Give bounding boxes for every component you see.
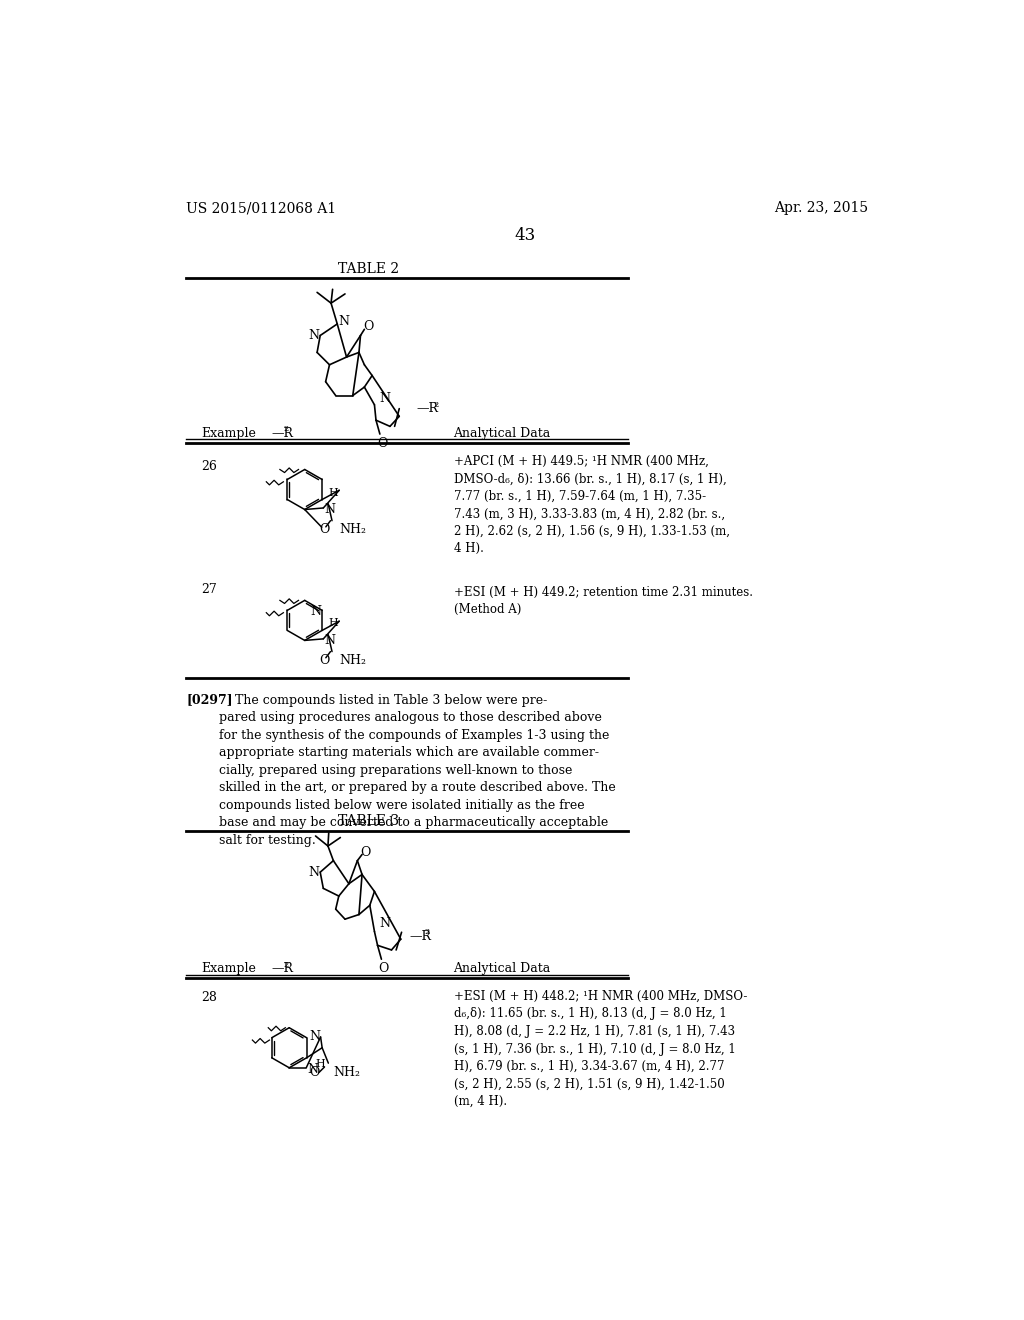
Text: O: O <box>319 524 330 536</box>
Text: O: O <box>377 437 387 450</box>
Text: +ESI (M + H) 448.2; ¹H NMR (400 MHz, DMSO-
d₆,δ): 11.65 (br. s., 1 H), 8.13 (d, : +ESI (M + H) 448.2; ¹H NMR (400 MHz, DMS… <box>454 990 746 1107</box>
Text: N: N <box>380 392 391 405</box>
Text: N: N <box>309 1031 321 1044</box>
Text: O: O <box>379 962 389 975</box>
Text: N: N <box>324 503 335 516</box>
Text: —R: —R <box>271 426 293 440</box>
Text: H: H <box>315 1059 325 1069</box>
Text: O: O <box>309 1065 319 1078</box>
Text: 27: 27 <box>202 583 217 597</box>
Text: O: O <box>360 846 371 859</box>
Text: 43: 43 <box>514 227 536 244</box>
Text: O: O <box>319 655 330 668</box>
Text: H: H <box>328 487 338 498</box>
Text: [0297]: [0297] <box>186 693 232 706</box>
Text: US 2015/0112068 A1: US 2015/0112068 A1 <box>186 202 336 215</box>
Text: —R: —R <box>410 929 431 942</box>
Text: Apr. 23, 2015: Apr. 23, 2015 <box>774 202 868 215</box>
Text: Analytical Data: Analytical Data <box>454 426 551 440</box>
Text: N: N <box>310 606 322 619</box>
Text: N: N <box>380 916 391 929</box>
Text: 26: 26 <box>202 459 217 473</box>
Text: H: H <box>328 619 338 628</box>
Text: Analytical Data: Analytical Data <box>454 962 551 975</box>
Text: NH₂: NH₂ <box>340 655 367 668</box>
Text: 28: 28 <box>202 991 217 1005</box>
Text: The compounds listed in Table 3 below were pre-
pared using procedures analogous: The compounds listed in Table 3 below we… <box>219 693 616 846</box>
Text: 2: 2 <box>433 401 438 409</box>
Text: N: N <box>307 1063 317 1076</box>
Text: TABLE 3: TABLE 3 <box>338 813 398 828</box>
Text: Example: Example <box>202 426 256 440</box>
Text: N: N <box>324 634 335 647</box>
Text: +APCI (M + H) 449.5; ¹H NMR (400 MHz,
DMSO-d₆, δ): 13.66 (br. s., 1 H), 8.17 (s,: +APCI (M + H) 449.5; ¹H NMR (400 MHz, DM… <box>454 455 729 556</box>
Text: Example: Example <box>202 962 256 975</box>
Text: N: N <box>338 315 349 329</box>
Text: N: N <box>308 329 319 342</box>
Text: N: N <box>308 866 319 879</box>
Text: NH₂: NH₂ <box>340 524 367 536</box>
Text: NH₂: NH₂ <box>333 1065 360 1078</box>
Text: —R: —R <box>417 403 438 416</box>
Text: —R: —R <box>271 962 293 975</box>
Text: +ESI (M + H) 449.2; retention time 2.31 minutes.
(Method A): +ESI (M + H) 449.2; retention time 2.31 … <box>454 586 753 616</box>
Text: 2: 2 <box>283 425 288 433</box>
Text: 2: 2 <box>424 928 429 936</box>
Text: 2: 2 <box>283 961 288 969</box>
Text: TABLE 2: TABLE 2 <box>338 261 398 276</box>
Text: O: O <box>364 319 374 333</box>
